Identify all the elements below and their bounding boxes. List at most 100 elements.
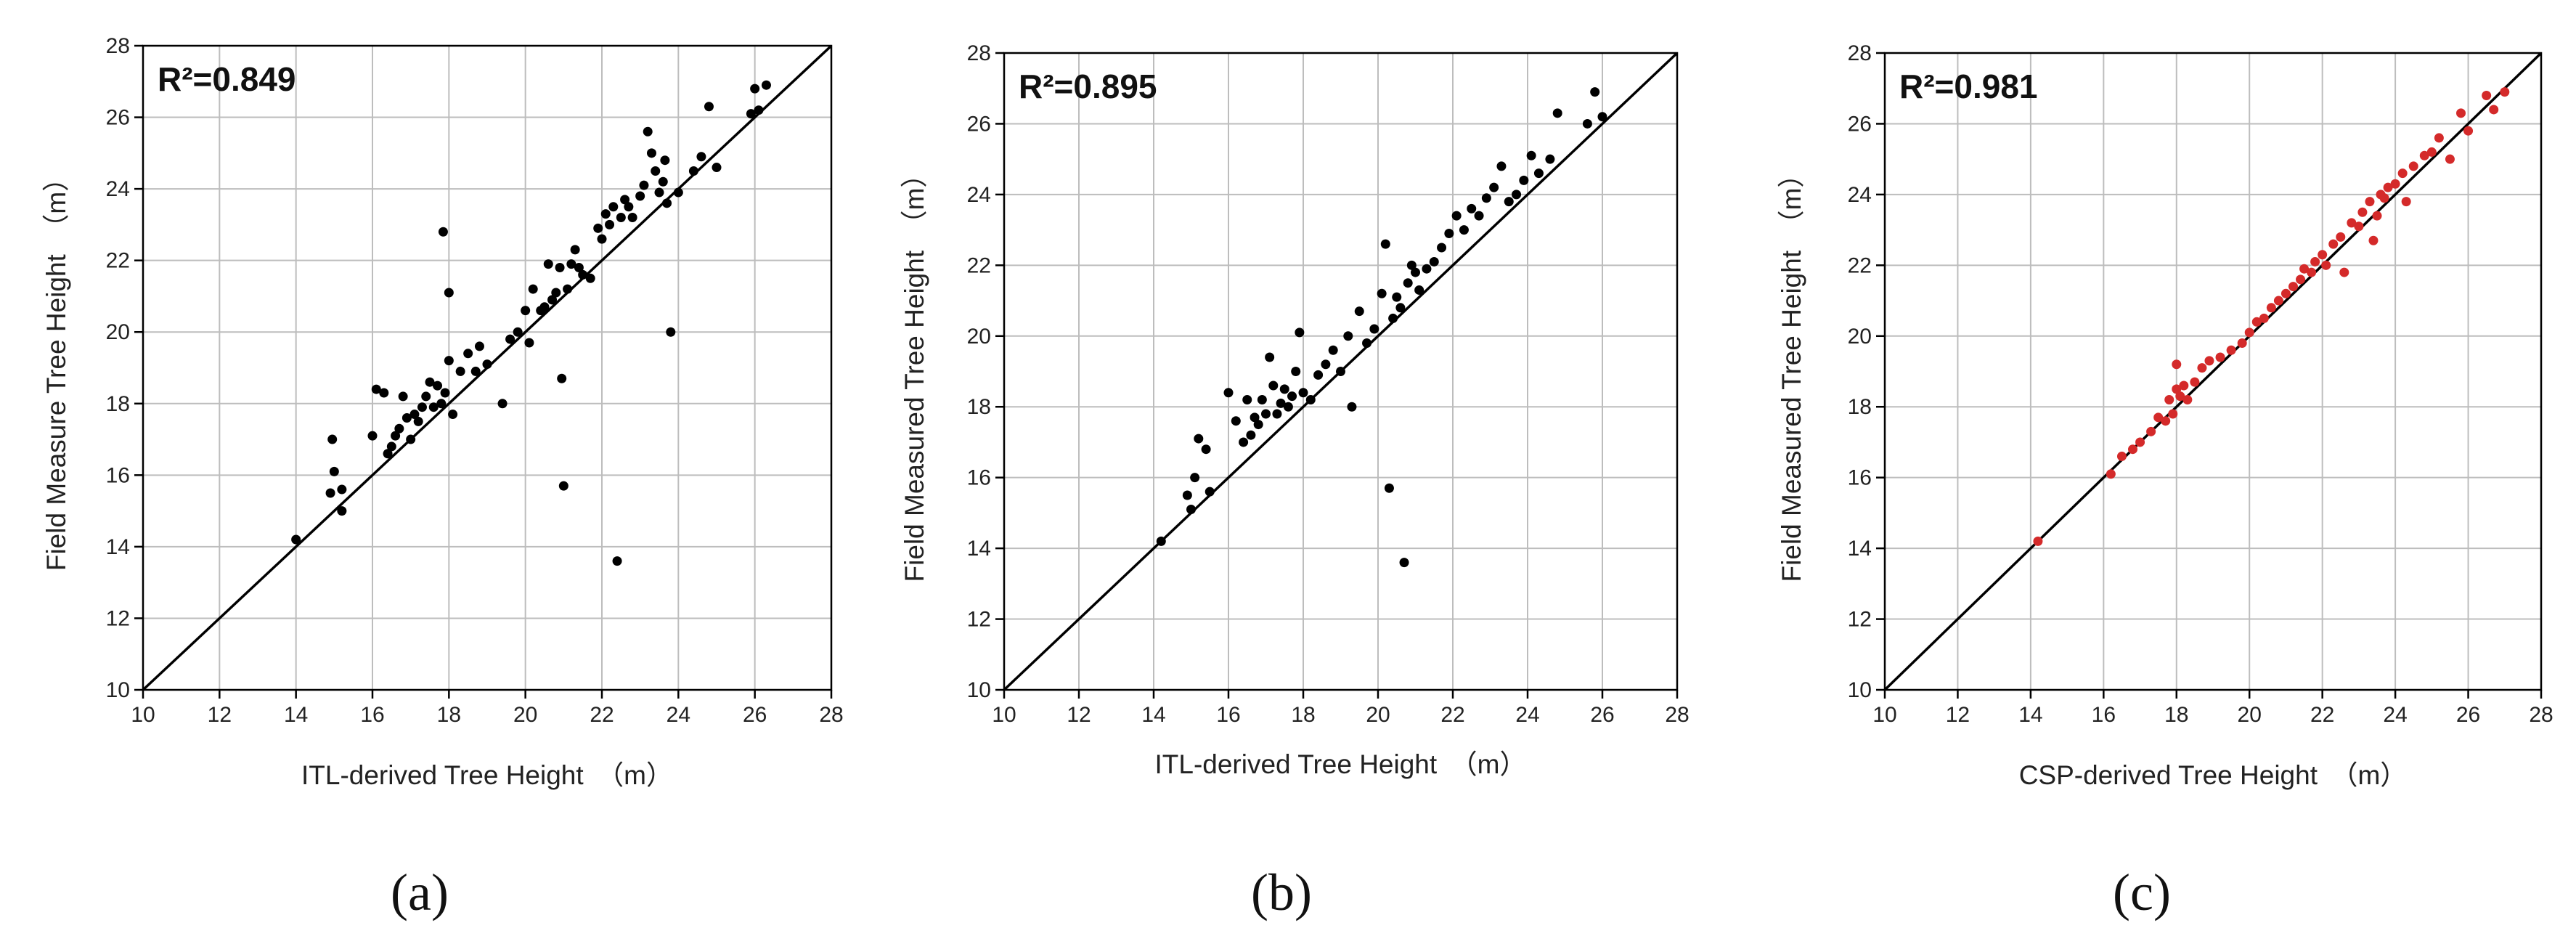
chart-b-point-19 xyxy=(1276,398,1286,408)
panel-label-a: (a) xyxy=(391,863,449,921)
chart-b-x-tick-label-6: 22 xyxy=(1440,703,1464,727)
chart-c-point-50 xyxy=(2419,150,2429,160)
chart-c-point-21 xyxy=(2244,327,2254,338)
chart-b-x-tick-label-3: 16 xyxy=(1216,703,1240,727)
chart-c-point-20 xyxy=(2237,338,2247,349)
chart-a-point-54 xyxy=(593,223,603,233)
chart-a-x-tick-label-2: 14 xyxy=(284,703,308,727)
chart-b-point-16 xyxy=(1265,352,1275,362)
chart-a-point-7 xyxy=(371,384,381,394)
chart-c-point-49 xyxy=(2408,161,2418,171)
chart-a-x-tick-label-5: 20 xyxy=(513,703,537,727)
chart-b-point-40 xyxy=(1392,292,1402,302)
chart-a-point-22 xyxy=(433,381,443,391)
chart-a-point-57 xyxy=(605,219,615,229)
chart-a-point-78 xyxy=(712,163,722,173)
chart-b-point-58 xyxy=(1504,197,1514,207)
chart-c-point-1 xyxy=(2106,469,2116,479)
chart-b-point-6 xyxy=(1205,487,1215,497)
chart-b-point-12 xyxy=(1250,412,1260,423)
chart-c-point-56 xyxy=(2482,90,2492,100)
chart-b-y-tick-label-2: 14 xyxy=(967,537,991,561)
chart-b-point-37 xyxy=(1380,239,1390,249)
chart-a-point-46 xyxy=(557,373,567,383)
chart-c-reference-line xyxy=(1883,52,2543,691)
chart-c-point-39 xyxy=(2357,207,2368,217)
chart-a-point-19 xyxy=(421,391,431,402)
chart-b-point-9 xyxy=(1239,437,1249,447)
chart-b-point-41 xyxy=(1395,303,1406,313)
chart-c-point-2 xyxy=(2116,451,2127,461)
chart-c-point-51 xyxy=(2426,147,2437,157)
chart-a-point-2 xyxy=(327,434,338,444)
chart-c-point-0 xyxy=(2033,536,2043,546)
chart-a-point-75 xyxy=(688,166,698,176)
chart-c-point-27 xyxy=(2288,282,2298,292)
chart-a-point-63 xyxy=(627,213,637,223)
chart-a-point-68 xyxy=(651,166,661,176)
chart-b-point-62 xyxy=(1533,168,1544,179)
chart-c-x-tick-label-9: 28 xyxy=(2529,703,2553,727)
chart-b-point-66 xyxy=(1590,87,1600,97)
chart-a-point-21 xyxy=(428,402,439,412)
chart-c-y-tick-label-8: 26 xyxy=(1848,112,1872,136)
chart-b-point-32 xyxy=(1347,402,1357,412)
chart-c-point-28 xyxy=(2296,274,2306,285)
chart-a-point-73 xyxy=(666,327,676,337)
chart-a-x-tick-label-8: 26 xyxy=(743,703,767,727)
chart-a-point-35 xyxy=(505,334,515,344)
chart-b-plot-frame xyxy=(1003,52,1679,691)
chart-c-x-tick-label-7: 24 xyxy=(2383,703,2407,727)
chart-a-point-20 xyxy=(425,377,435,387)
chart-c-point-54 xyxy=(2456,108,2466,118)
chart-a-y-tick-label-9: 28 xyxy=(106,34,130,58)
chart-c-point-46 xyxy=(2390,179,2400,189)
chart-b-y-tick-label-5: 20 xyxy=(967,325,991,349)
chart-a-point-31 xyxy=(470,366,481,376)
chart-a-point-14 xyxy=(402,412,412,423)
chart-a-point-3 xyxy=(329,466,339,476)
chart-c-point-9 xyxy=(2168,409,2178,419)
chart-c-point-5 xyxy=(2146,426,2156,436)
chart-b-y-tick-label-8: 26 xyxy=(967,112,991,136)
chart-a-y-tick-label-4: 18 xyxy=(106,392,130,416)
chart-c-point-55 xyxy=(2463,126,2474,136)
chart-c-point-52 xyxy=(2434,133,2444,143)
chart-a-x-tick-label-6: 22 xyxy=(590,703,614,727)
chart-c-y-tick-label-5: 20 xyxy=(1848,325,1872,349)
chart-c-point-8 xyxy=(2164,394,2174,404)
chart-c-point-58 xyxy=(2500,87,2510,97)
chart-b-y-axis-title: Field Measured Tree Height （m） xyxy=(900,161,929,582)
chart-b-point-21 xyxy=(1283,402,1293,412)
chart-c-point-25 xyxy=(2273,296,2283,306)
chart-c-x-tick-label-2: 14 xyxy=(2018,703,2042,727)
chart-b-y-tick-label-9: 28 xyxy=(967,41,991,65)
chart-a-x-axis-title: ITL-derived Tree Height （m） xyxy=(301,760,673,790)
chart-a-point-69 xyxy=(654,187,664,198)
chart-c-x-tick-label-4: 18 xyxy=(2164,703,2188,727)
chart-c-x-tick-label-0: 10 xyxy=(1872,703,1896,727)
chart-a-point-79 xyxy=(746,109,756,119)
chart-a-point-72 xyxy=(662,198,672,208)
chart-a-point-67 xyxy=(646,148,656,158)
chart-a-point-70 xyxy=(658,176,668,187)
chart-b-point-43 xyxy=(1403,278,1413,288)
chart-a-point-17 xyxy=(413,416,423,426)
chart-b-point-65 xyxy=(1582,118,1592,129)
chart-c-point-3 xyxy=(2128,444,2138,455)
chart-c-point-48 xyxy=(2401,197,2411,207)
chart-a-point-11 xyxy=(391,431,401,441)
chart-c-point-6 xyxy=(2153,412,2164,423)
chart-a-point-53 xyxy=(585,273,595,283)
chart-b-point-33 xyxy=(1354,306,1364,317)
chart-b-point-31 xyxy=(1343,331,1353,341)
chart-b-point-47 xyxy=(1422,264,1432,274)
chart-a-y-tick-label-1: 12 xyxy=(106,606,130,630)
chart-b-x-tick-label-1: 12 xyxy=(1067,703,1091,727)
chart-c-y-axis-title: Field Measured Tree Height （m） xyxy=(1777,161,1806,582)
chart-c-point-17 xyxy=(2204,356,2214,366)
chart-b-point-67 xyxy=(1597,112,1607,122)
chart-a-point-41 xyxy=(539,302,550,312)
chart-a-point-77 xyxy=(704,102,714,112)
chart-b-point-22 xyxy=(1287,391,1297,402)
